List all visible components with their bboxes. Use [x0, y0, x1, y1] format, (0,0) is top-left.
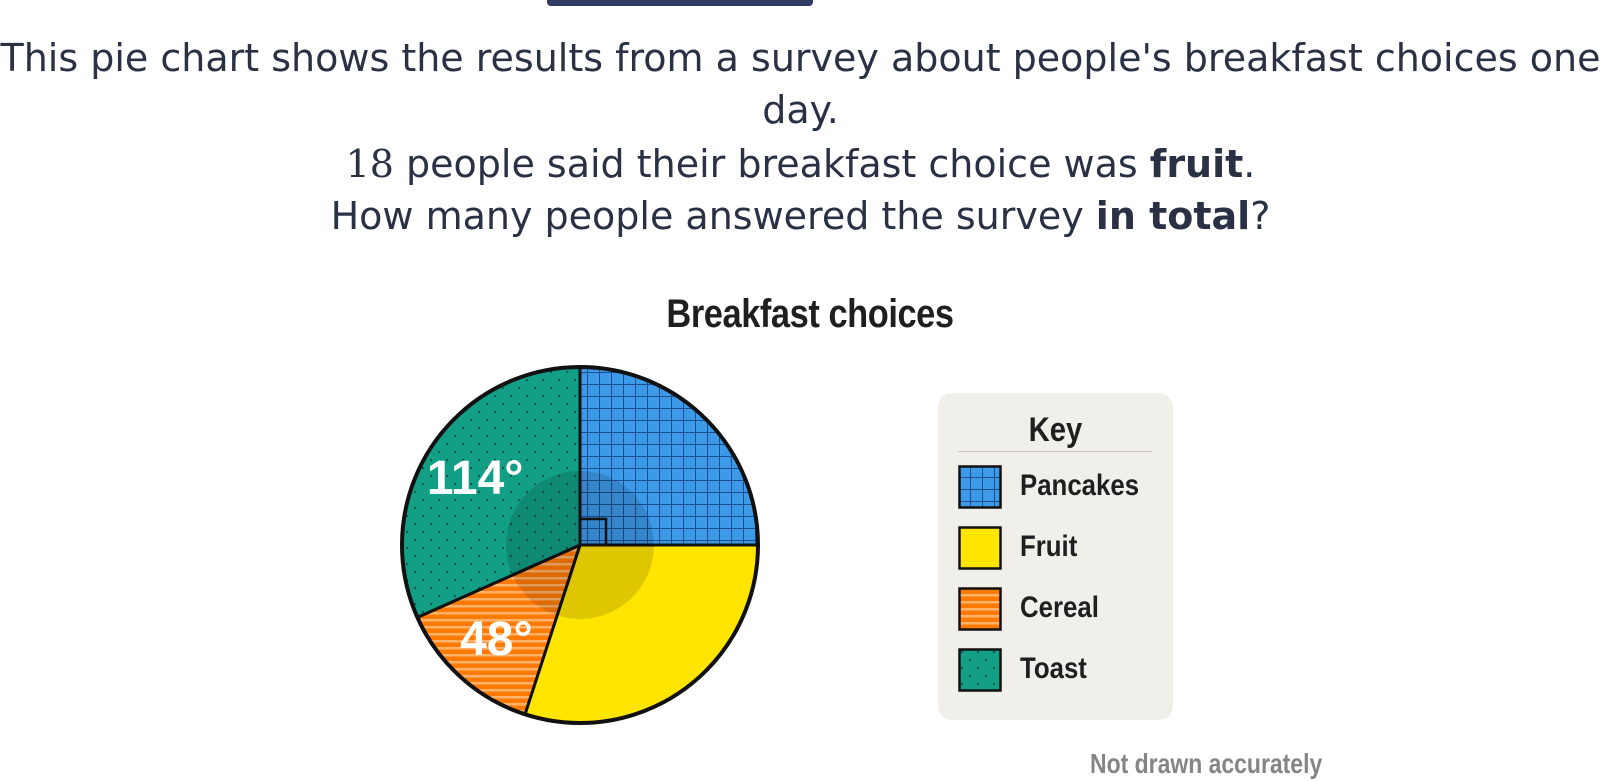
fruit-count: 18 — [345, 142, 394, 186]
legend-label: Toast — [1020, 652, 1087, 685]
legend: Key Pancakes Fruit Cereal Toast — [938, 393, 1173, 720]
footnote: Not drawn accurately — [1090, 748, 1323, 779]
question-given-bold: fruit — [1149, 142, 1244, 186]
legend-label: Fruit — [1020, 530, 1078, 563]
slice-label-toast: 114° — [427, 452, 524, 505]
question-ask-text: How many people answered the survey — [330, 194, 1096, 238]
legend-item-toast: Toast — [958, 648, 1158, 692]
legend-swatch-fruit — [958, 526, 1002, 570]
question-given-text: people said their breakfast choice was — [393, 142, 1150, 186]
question-ask-bold: in total — [1095, 194, 1251, 238]
question-intro: This pie chart shows the results from a … — [0, 36, 1601, 132]
pie-outline — [400, 365, 760, 725]
legend-item-cereal: Cereal — [958, 587, 1158, 631]
pie-chart: 48° 114° — [400, 365, 760, 725]
question-given: 18 people said their breakfast choice wa… — [0, 138, 1601, 190]
legend-item-fruit: Fruit — [958, 526, 1158, 570]
legend-swatch-toast — [958, 648, 1002, 692]
legend-title: Key — [1028, 411, 1083, 449]
legend-label: Pancakes — [1020, 469, 1140, 502]
right-angle-marker — [578, 517, 608, 547]
legend-item-pancakes: Pancakes — [958, 465, 1158, 509]
legend-swatch-pancakes — [958, 465, 1002, 509]
header-bar — [547, 0, 813, 6]
legend-swatch-cereal — [958, 587, 1002, 631]
question-ask: How many people answered the survey in t… — [0, 190, 1601, 242]
legend-label: Cereal — [1020, 591, 1099, 624]
slice-label-cereal: 48° — [460, 613, 533, 666]
legend-divider — [958, 451, 1152, 452]
question-given-end: . — [1243, 142, 1256, 186]
question-ask-end: ? — [1250, 194, 1271, 238]
question-text: This pie chart shows the results from a … — [0, 32, 1601, 242]
chart-title: Breakfast choices — [666, 292, 954, 336]
